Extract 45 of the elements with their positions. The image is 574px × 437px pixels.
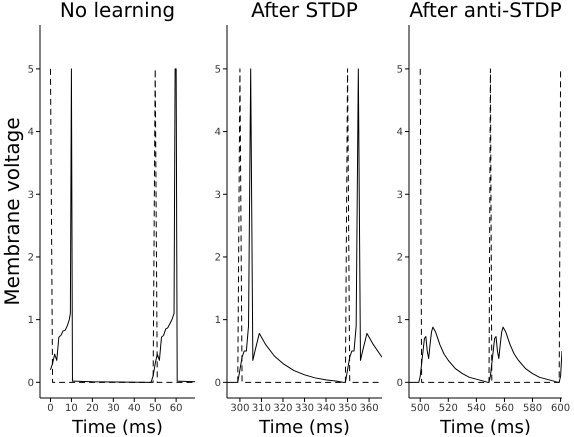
- y-tick-label: 0: [396, 378, 403, 389]
- x-tick-label: 320: [273, 403, 293, 414]
- x-axis-title: Time (ms): [439, 417, 531, 437]
- x-tick-label: 540: [466, 403, 486, 414]
- x-axis-title: Time (ms): [71, 417, 163, 437]
- x-tick-label: 50: [148, 403, 162, 414]
- y-tick-label: 4: [396, 127, 403, 138]
- y-axis-title: Membrane voltage: [0, 117, 24, 306]
- y-tick-label: 3: [396, 190, 403, 201]
- x-axis-title: Time (ms): [258, 417, 350, 437]
- y-tick-label: 1: [396, 315, 403, 326]
- x-tick-label: 560: [494, 403, 514, 414]
- y-tick-label: 4: [214, 127, 221, 138]
- x-tick-label: 300: [230, 403, 250, 414]
- y-tick-label: 2: [28, 252, 34, 264]
- y-tick-label: 5: [214, 64, 221, 76]
- y-tick-label: 4: [28, 127, 34, 138]
- x-tick-label: 10: [65, 403, 78, 414]
- y-tick-label: 2: [214, 252, 221, 264]
- x-tick-label: 40: [128, 403, 141, 414]
- x-tick-label: 350: [338, 403, 358, 414]
- x-tick-label: 500: [410, 403, 430, 414]
- chart-title: After anti-STDP: [408, 0, 563, 22]
- y-tick-label: 1: [28, 315, 34, 326]
- x-tick-label: 330: [294, 403, 314, 414]
- x-tick-label: 0: [47, 403, 54, 414]
- x-tick-label: 580: [522, 403, 542, 414]
- y-tick-label: 0: [28, 378, 34, 389]
- y-tick-label: 3: [28, 190, 34, 201]
- chart-title: No learning: [58, 0, 176, 22]
- x-tick-label: 60: [170, 403, 183, 414]
- x-tick-label: 30: [106, 403, 120, 414]
- x-tick-label: 340: [316, 403, 336, 414]
- x-tick-label: 520: [438, 403, 458, 414]
- y-tick-label: 1: [214, 315, 221, 326]
- x-tick-label: 600: [551, 403, 570, 414]
- x-tick-label: 360: [360, 403, 379, 414]
- y-tick-label: 5: [28, 64, 34, 76]
- y-tick-label: 2: [396, 252, 403, 264]
- x-tick-label: 20: [86, 403, 99, 414]
- y-tick-label: 0: [214, 378, 221, 389]
- y-tick-label: 3: [214, 190, 221, 201]
- chart-title: After STDP: [251, 0, 358, 22]
- y-tick-label: 5: [396, 64, 403, 76]
- x-tick-label: 310: [252, 403, 271, 414]
